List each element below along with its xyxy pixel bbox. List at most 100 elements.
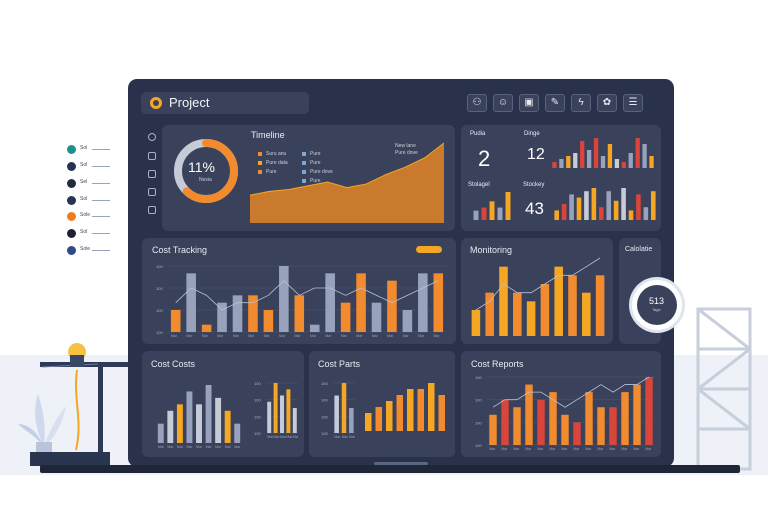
side-legend-line [92,250,110,251]
bar [649,156,654,168]
timeline-legend-label: Pure [310,160,321,166]
timeline-title: Timeline [251,130,285,140]
calendar-title: Calolatie [625,246,653,253]
bar [157,423,164,443]
x-tick-label: Mar [349,435,355,439]
menu-icon[interactable]: ☰ [623,94,643,112]
bar [621,188,626,220]
scaffold-illustration [696,307,752,471]
cost-costs-panel: Cost Costs Mar Mar Mar Mar Mar Mar Mar Mar Mar 1… [142,351,304,457]
bar [170,310,181,332]
edit-icon[interactable]: ✎ [545,94,565,112]
side-legend-label: Sol [80,162,88,168]
trend-line [492,376,650,408]
bar [559,159,564,168]
x-tick-label: Mar [217,334,224,338]
x-tick-label: Mar [585,447,592,451]
timeline-legend-swatch [258,161,262,165]
x-tick-label: Mar [561,447,568,451]
side-legend-line [92,149,110,150]
bar [513,407,521,445]
cost-reports-chart: 100 100 100 100 Mar Mar Mar Mar Mar Mar Mar Mar Mar M… [475,375,655,451]
sidebar-home-icon[interactable] [148,133,156,141]
stat-d-bar-chart [554,188,656,220]
x-tick-label: Mar [334,435,341,439]
monitoring-panel: Monitoring [461,238,613,344]
x-tick-label: Mar [372,334,379,338]
x-tick-label: Mar [234,445,241,449]
bar [286,389,291,433]
side-legend-label: Sel [80,179,88,185]
x-tick-label: Mar [489,447,496,451]
monitor-stand [40,465,740,473]
bar [613,200,619,220]
folder-icon[interactable]: ▣ [519,94,539,112]
timeline-legend-label: Pure [310,178,321,184]
x-tick-label: Mar [501,447,508,451]
bar [645,377,653,445]
side-legend-line [92,166,110,167]
x-tick-label: Mar [294,334,301,338]
bar [621,392,629,445]
app-header: Project [141,92,309,114]
bar [186,273,196,332]
donut-subtitle: Nexia [199,177,212,183]
x-tick-label: Mar [513,447,520,451]
bar [279,266,289,332]
bar [402,310,413,332]
x-tick-label: Mar [233,334,240,338]
bar [387,280,397,332]
calendar-value: 513 [649,296,665,306]
bar [349,408,354,433]
cost-tracking-toggle[interactable] [416,246,442,253]
bar [628,153,633,168]
bar [569,194,574,220]
bar [505,192,511,220]
sidebar-doc-icon[interactable] [148,170,156,178]
x-tick-label: Mar [267,435,274,439]
bar [582,292,591,336]
bar [417,389,425,431]
side-legend-label: Sol [80,229,88,235]
timeline-note-2: Pure dove [395,150,418,156]
bar [540,284,550,336]
timeline-legend-swatch [302,170,306,174]
bar [597,407,605,445]
x-tick-label: Mar [573,447,580,451]
sidebar-grid-icon[interactable] [148,206,156,214]
x-tick-label: Mar [186,334,193,338]
bar [473,210,479,220]
sidebar-chart-icon[interactable] [148,152,156,160]
x-tick-label: Mar [158,445,165,449]
y-tick-label: 100 [475,375,482,380]
timeline-legend-label: Pure [310,151,321,157]
x-tick-label: Mar [645,447,652,451]
bar [633,384,641,445]
bar [396,395,404,431]
bar [650,191,656,220]
x-tick-label: Mar [225,445,232,449]
settings-icon[interactable]: ✿ [597,94,617,112]
bolt-icon[interactable]: ϟ [571,94,591,112]
bar [427,383,435,431]
calendar-badge[interactable]: 513 Tage [632,280,682,330]
x-tick-label: Mar [341,334,348,338]
face-icon[interactable]: ☺ [493,94,513,112]
stat-b-bar-chart [552,138,654,168]
x-tick-label: Mar [202,334,209,338]
stat-a-value: 2 [478,146,491,171]
x-tick-label: Mar [525,447,532,451]
users-icon[interactable]: ⚇ [467,94,487,112]
bar [501,399,509,445]
y-tick-label: 100 [475,398,482,403]
calendar-sub: Tage [652,307,661,312]
bar [573,153,578,168]
side-legend-icon [67,246,76,255]
progress-donut [174,139,238,203]
sidebar-edit-icon[interactable] [148,188,156,196]
timeline-legend-label: Pure data [266,160,288,166]
bar [497,207,503,220]
x-tick-label: Mar [310,334,317,338]
area-fill [250,143,444,223]
x-tick-label: Mar [597,447,604,451]
